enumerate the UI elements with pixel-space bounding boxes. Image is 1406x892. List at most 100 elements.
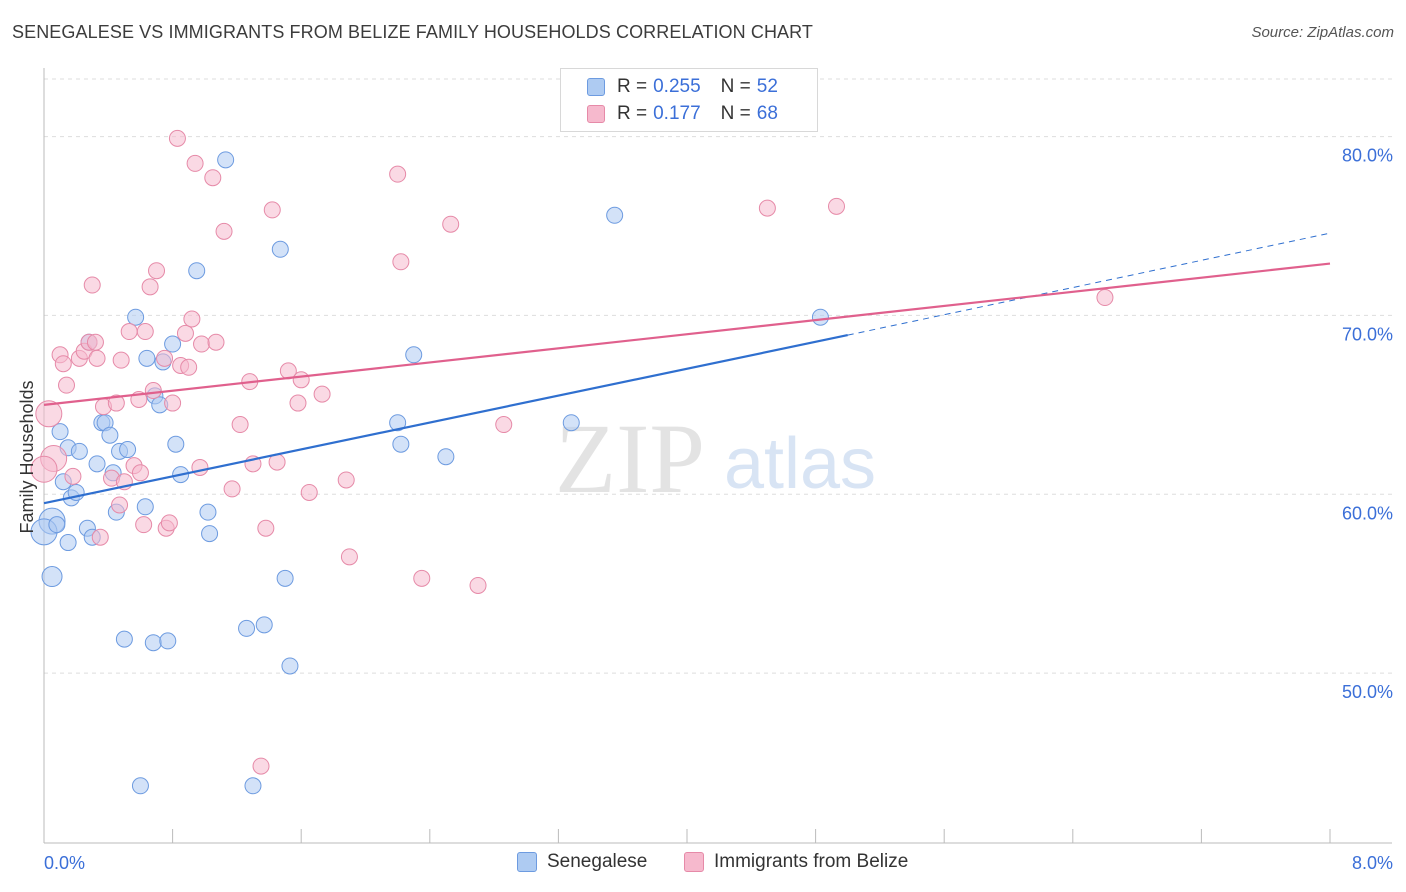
series-swatch-senegalese [517, 852, 537, 872]
point-belize [193, 335, 211, 353]
chart-source: Source: ZipAtlas.com [1251, 24, 1394, 41]
point-senegalese [188, 262, 206, 280]
y-tick-label: 60.0% [1342, 503, 1393, 523]
watermark-atlas: atlas [724, 424, 876, 504]
point-belize [111, 496, 129, 514]
point-belize [135, 516, 153, 534]
point-senegalese [167, 435, 185, 453]
series-swatch-belize [684, 852, 704, 872]
point-senegalese [115, 630, 133, 648]
point-senegalese [70, 442, 88, 460]
point-senegalese [281, 657, 299, 675]
point-belize [827, 197, 845, 215]
point-belize [30, 455, 58, 483]
point-belize [183, 310, 201, 328]
point-belize [263, 201, 281, 219]
legend-r-value: 0.177 [653, 103, 701, 124]
point-belize [207, 333, 225, 351]
point-senegalese [244, 777, 262, 795]
point-senegalese [127, 308, 145, 326]
point-belize [413, 569, 431, 587]
point-senegalese [392, 435, 410, 453]
point-belize [176, 324, 194, 342]
point-senegalese [562, 414, 580, 432]
x-tick-label: 8.0% [1352, 853, 1393, 873]
legend-n-value: 52 [756, 76, 778, 97]
point-belize [107, 394, 125, 412]
point-senegalese [164, 335, 182, 353]
point-belize [35, 400, 63, 428]
chart-title: SENEGALESE VS IMMIGRANTS FROM BELIZE FAM… [12, 22, 814, 42]
point-senegalese [41, 566, 63, 588]
point-belize [1096, 289, 1114, 307]
point-belize [313, 385, 331, 403]
point-belize [340, 548, 358, 566]
legend-row-senegalese: R = 0.255 N = 52 [587, 74, 778, 100]
legend-r-label: R = [617, 103, 648, 124]
point-belize [88, 349, 106, 367]
point-belize [392, 253, 410, 271]
x-tick-label: 0.0% [44, 853, 85, 873]
point-senegalese [389, 414, 407, 432]
point-belize [495, 416, 513, 434]
watermark: ZIP atlas [555, 403, 876, 514]
y-tick-label: 50.0% [1342, 682, 1393, 702]
point-senegalese [144, 634, 162, 652]
point-belize [191, 458, 209, 476]
legend-n-value: 68 [756, 103, 778, 124]
legend-row-belize: R = 0.177 N = 68 [587, 101, 778, 127]
point-belize [58, 376, 76, 394]
point-belize [54, 355, 72, 373]
point-belize [442, 215, 460, 233]
point-senegalese [606, 206, 624, 224]
point-senegalese [119, 441, 137, 459]
point-senegalese [136, 498, 154, 516]
point-belize [168, 129, 186, 147]
point-belize [204, 169, 222, 187]
point-belize [91, 528, 109, 546]
point-senegalese [159, 632, 177, 650]
point-belize [180, 358, 198, 376]
legend-swatch-belize [587, 105, 605, 123]
point-belize [758, 199, 776, 217]
point-senegalese [51, 423, 69, 441]
point-belize [337, 471, 355, 489]
point-senegalese [201, 525, 219, 543]
data-points [30, 129, 1114, 795]
legend-swatch-senegalese [587, 78, 605, 96]
point-senegalese [238, 619, 256, 637]
legend-n-label: N = [720, 103, 751, 124]
trendline-senegalese-extension [847, 232, 1331, 336]
correlation-legend: R = 0.255 N = 52 R = 0.177 N = 68 [560, 68, 818, 132]
legend-r-label: R = [617, 76, 648, 97]
point-belize [156, 349, 174, 367]
point-belize [389, 165, 407, 183]
legend-r-value: 0.255 [653, 76, 701, 97]
series-legend-label: Immigrants from Belize [714, 851, 909, 872]
point-belize [136, 323, 154, 341]
point-senegalese [271, 240, 289, 258]
point-belize [86, 333, 104, 351]
point-belize [164, 394, 182, 412]
point-belize [141, 278, 159, 296]
point-belize [289, 394, 307, 412]
trend-lines [43, 232, 1331, 505]
trendline-belize [43, 262, 1331, 406]
point-belize [64, 467, 82, 485]
point-belize [223, 480, 241, 498]
point-belize [131, 464, 149, 482]
point-senegalese [811, 308, 829, 326]
series-legend-senegalese: Senegalese [517, 851, 647, 873]
point-belize [83, 276, 101, 294]
axis-labels: 50.0% 60.0% 70.0% 80.0% 0.0% 8.0% Family House… [17, 146, 1393, 873]
point-belize [231, 416, 249, 434]
point-belize [112, 351, 130, 369]
point-belize [252, 757, 270, 775]
point-senegalese [255, 616, 273, 634]
point-belize [148, 262, 166, 280]
point-senegalese [88, 455, 106, 473]
legend-n-label: N = [720, 76, 751, 97]
point-belize [300, 483, 318, 501]
trendline-senegalese [43, 334, 848, 505]
